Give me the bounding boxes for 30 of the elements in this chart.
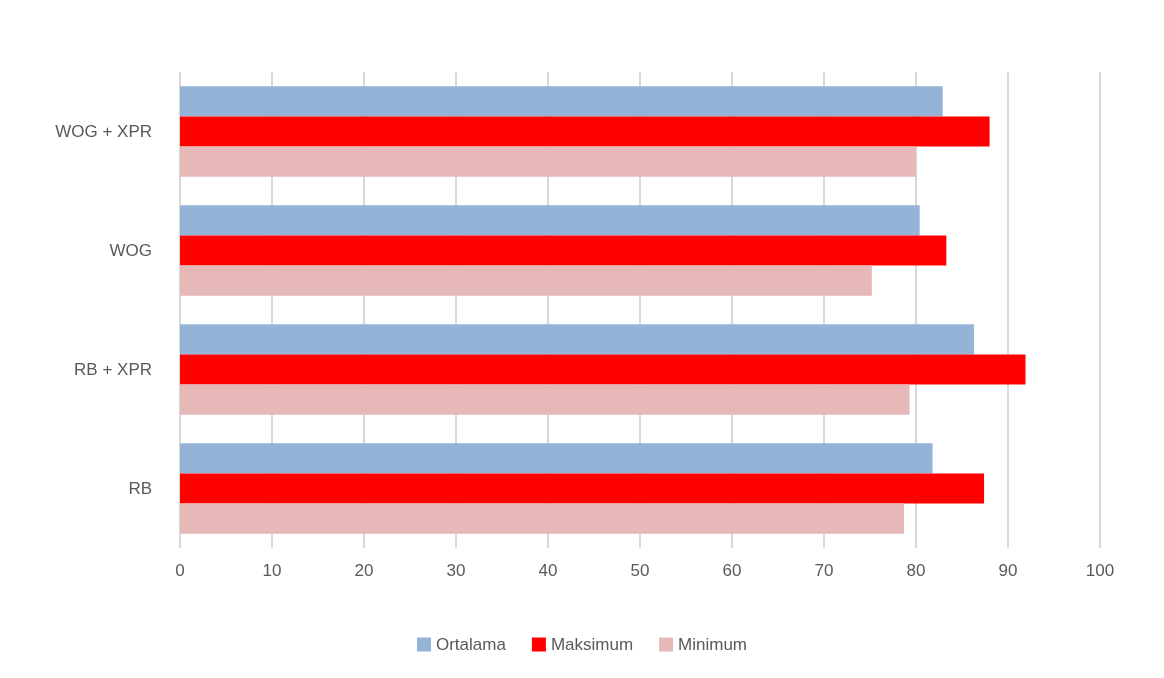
- y-tick-label: RB: [128, 479, 152, 498]
- bar: [180, 116, 990, 147]
- bar: [180, 384, 910, 415]
- bar: [180, 265, 872, 296]
- bar: [180, 235, 947, 266]
- x-tick-label: 20: [354, 561, 374, 580]
- y-tick-label: WOG + XPR: [55, 122, 152, 141]
- x-tick-label: 70: [814, 561, 834, 580]
- legend-label: Ortalama: [435, 635, 507, 654]
- x-tick-label: 40: [538, 561, 558, 580]
- bar: [180, 473, 985, 504]
- x-tick-label: 0: [175, 561, 185, 580]
- x-tick-label: 50: [630, 561, 650, 580]
- x-tick-label: 30: [446, 561, 466, 580]
- bar: [180, 354, 1026, 385]
- bar: [180, 503, 905, 534]
- bar: [180, 146, 916, 177]
- x-tick-label: 90: [998, 561, 1018, 580]
- x-tick-label: 60: [722, 561, 742, 580]
- x-tick-label: 100: [1085, 561, 1115, 580]
- legend-label: Maksimum: [550, 635, 634, 654]
- x-tick-label: 10: [262, 561, 282, 580]
- y-tick-label: RB + XPR: [74, 360, 152, 379]
- y-tick-label: WOG: [109, 241, 152, 260]
- legend-label: Minimum: [678, 635, 748, 654]
- bar: [180, 443, 933, 474]
- bar: [180, 324, 974, 355]
- bar: [180, 205, 920, 236]
- bar: [180, 86, 943, 117]
- x-tick-label: 80: [906, 561, 926, 580]
